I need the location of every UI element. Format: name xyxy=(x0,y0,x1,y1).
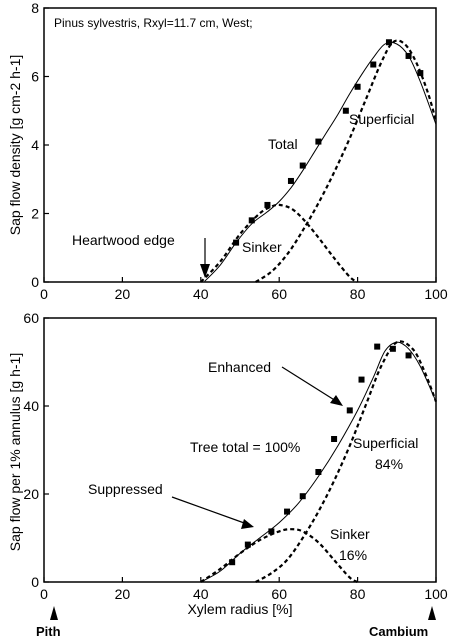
data-point-marker xyxy=(331,436,338,442)
x-tick-label: 100 xyxy=(424,586,448,602)
series-total-line xyxy=(200,341,437,583)
x-tick-label: 20 xyxy=(115,586,131,602)
bottom-panel: 0 20 40 60 80 100 0 20 40 60 Enhanced Tree total … xyxy=(7,310,448,639)
series-total-line xyxy=(204,41,437,282)
data-point-marker xyxy=(315,469,322,475)
heartwood-arrow xyxy=(200,238,210,278)
series-sinker-line xyxy=(200,528,359,584)
data-point-marker xyxy=(229,559,236,566)
bottom-label-enhanced: Enhanced xyxy=(208,359,271,375)
suppressed-arrow xyxy=(171,496,254,529)
top-ticks: 0 20 40 60 80 100 0 2 4 6 8 xyxy=(31,0,448,302)
bottom-y-axis-label: Sap flow per 1% annulus [g h-1] xyxy=(7,353,23,551)
series-sinker-line xyxy=(200,203,359,283)
x-tick-label: 0 xyxy=(40,586,48,602)
y-tick-label: 8 xyxy=(31,0,39,16)
bottom-label-sinker-pct: 16% xyxy=(339,547,367,563)
x-tick-label: 60 xyxy=(271,286,287,302)
x-tick-label: 0 xyxy=(40,286,48,302)
bottom-ticks: 0 20 40 60 80 100 0 20 40 60 xyxy=(23,310,447,602)
data-point-marker xyxy=(342,107,349,114)
series-superficial-line xyxy=(255,340,438,583)
data-point-marker xyxy=(405,52,412,59)
y-tick-label: 40 xyxy=(23,398,39,414)
top-label-sinker: Sinker xyxy=(242,239,282,255)
series-superficial-line xyxy=(255,39,438,283)
x-tick-label: 80 xyxy=(350,586,366,602)
cambium-marker: Cambium xyxy=(369,606,436,639)
data-point-marker xyxy=(370,61,377,68)
bottom-label-tree-total: Tree total = 100% xyxy=(190,439,300,455)
top-markers xyxy=(233,39,424,246)
data-point-marker xyxy=(417,70,424,77)
bottom-label-superficial: Superficial xyxy=(353,435,418,451)
data-point-marker xyxy=(299,162,306,169)
x-tick-label: 60 xyxy=(271,586,287,602)
y-tick-label: 0 xyxy=(31,574,39,590)
y-tick-label: 20 xyxy=(23,486,39,502)
data-point-marker xyxy=(233,239,240,246)
data-point-marker xyxy=(358,376,365,383)
x-tick-label: 40 xyxy=(193,286,209,302)
data-point-marker xyxy=(346,407,353,414)
data-point-marker xyxy=(268,528,275,535)
top-label-heartwood-edge: Heartwood edge xyxy=(72,232,175,248)
x-tick-label: 20 xyxy=(115,286,131,302)
cambium-label: Cambium xyxy=(369,624,428,639)
y-tick-label: 6 xyxy=(31,69,39,85)
top-label-superficial: Superficial xyxy=(349,111,414,127)
top-note-text: Pinus sylvestris, Rxyl=11.7 cm, West; xyxy=(54,16,253,30)
data-point-marker xyxy=(264,201,271,208)
pith-label: Pith xyxy=(36,624,61,639)
y-tick-label: 2 xyxy=(31,206,39,222)
data-point-marker xyxy=(244,541,251,548)
y-tick-label: 60 xyxy=(23,310,39,326)
cambium-arrow-icon xyxy=(428,606,436,620)
pith-marker: Pith xyxy=(36,606,61,639)
data-point-marker xyxy=(284,508,291,515)
top-y-axis-label: Sap flow density [g cm-2 h-1] xyxy=(7,55,23,236)
top-curves xyxy=(200,39,438,283)
bottom-curves xyxy=(200,340,438,584)
x-tick-label: 100 xyxy=(424,286,448,302)
bottom-label-suppressed: Suppressed xyxy=(88,481,163,497)
x-axis-label: Xylem radius [%] xyxy=(187,601,292,617)
data-point-marker xyxy=(374,343,381,350)
enhanced-arrow xyxy=(281,366,343,406)
data-point-marker xyxy=(354,83,361,90)
top-label-total: Total xyxy=(268,136,298,152)
y-tick-label: 0 xyxy=(31,274,39,290)
data-point-marker xyxy=(405,352,412,359)
pith-arrow-icon xyxy=(50,606,58,620)
bottom-label-superficial-pct: 84% xyxy=(375,456,403,472)
data-point-marker xyxy=(389,345,396,352)
data-point-marker xyxy=(287,177,294,184)
bottom-markers xyxy=(229,343,412,566)
data-point-marker xyxy=(248,217,255,224)
data-point-marker xyxy=(385,39,392,46)
top-panel: 0 20 40 60 80 100 0 2 4 6 8 Pinus sylvestris, Rxyl… xyxy=(7,0,448,302)
data-point-marker xyxy=(315,138,322,145)
bottom-plot-frame xyxy=(43,317,437,583)
x-tick-label: 80 xyxy=(350,286,366,302)
bottom-label-sinker: Sinker xyxy=(330,526,370,542)
data-point-marker xyxy=(299,493,306,500)
y-tick-label: 4 xyxy=(31,137,39,153)
x-tick-label: 40 xyxy=(193,586,209,602)
